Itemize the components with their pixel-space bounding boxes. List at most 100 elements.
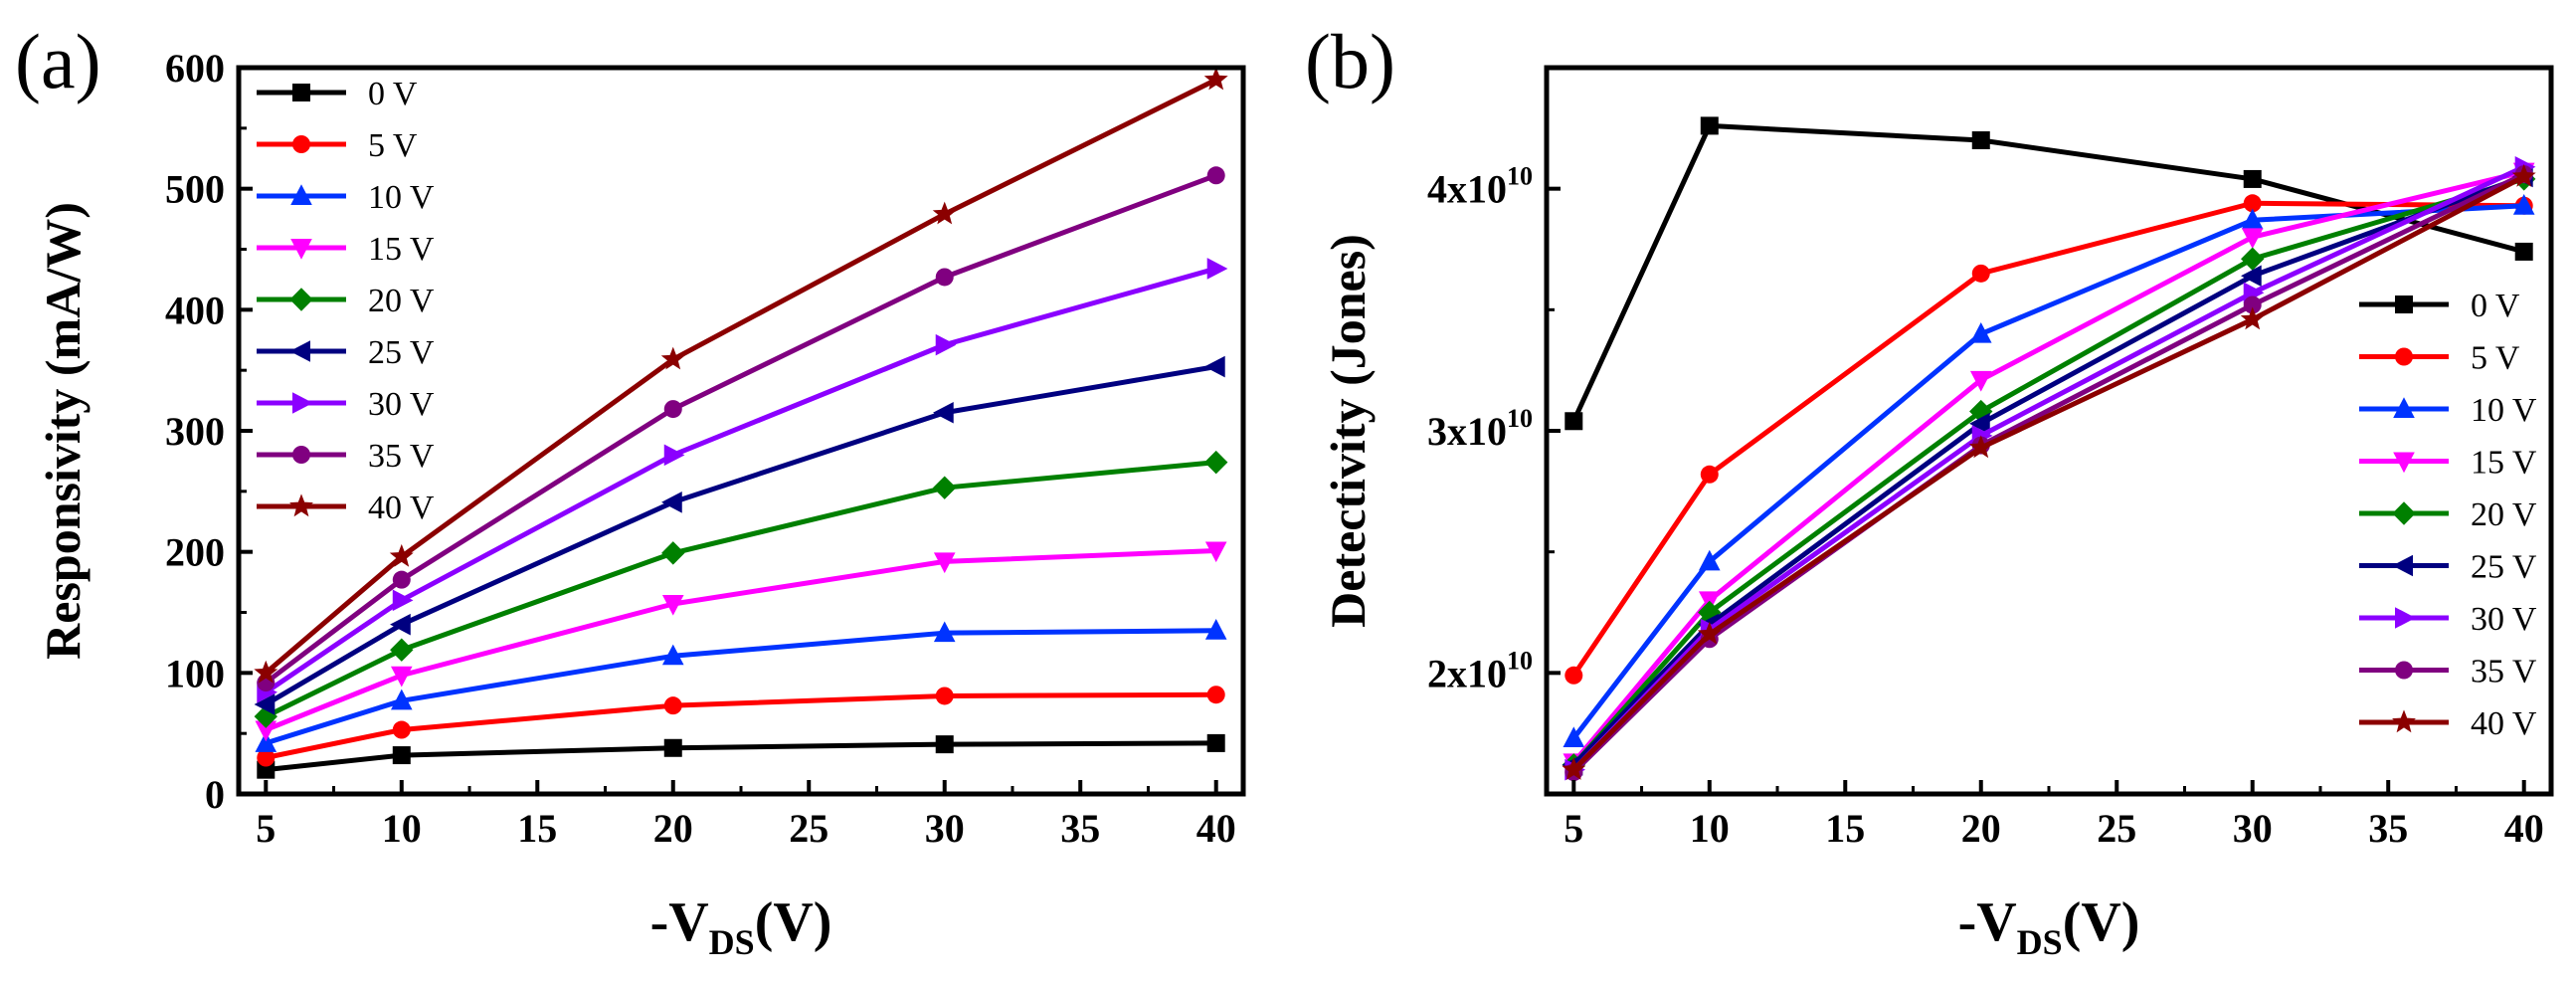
legend-item: 40 V (2359, 705, 2537, 742)
data-point (661, 491, 682, 513)
legend-item: 35 V (257, 438, 435, 475)
y-tick-label: 600 (165, 46, 225, 91)
data-point (2241, 265, 2262, 288)
legend-marker (292, 446, 310, 464)
data-point (1700, 116, 1719, 135)
legend-label: 20 V (368, 283, 435, 319)
x-tick-label: 25 (2097, 806, 2136, 851)
legend-label: 35 V (368, 438, 435, 475)
legend-marker (2395, 661, 2413, 680)
data-point (392, 589, 414, 612)
data-point (390, 638, 414, 662)
data-point (392, 720, 411, 739)
data-point (1969, 399, 1993, 424)
data-point (1697, 621, 1722, 645)
legend-label: 20 V (2471, 496, 2537, 533)
legend-marker (2392, 709, 2416, 733)
plot-frame (1544, 65, 2554, 797)
x-tick-label: 5 (256, 806, 276, 851)
series-line (1571, 122, 2525, 423)
legend: 0 V 5 V 10 V 15 V 20 V 25 V 30 V 35 V 40 V (2359, 288, 2537, 742)
data-point (1971, 131, 1990, 149)
x-tick-label: 15 (1825, 806, 1865, 851)
legend-item: 10 V (2359, 392, 2537, 429)
x-tick-label: 35 (1060, 806, 1100, 851)
data-point (933, 401, 954, 424)
data-point (1968, 435, 1993, 459)
legend-marker (292, 392, 313, 414)
legend-item: 0 V (257, 76, 418, 112)
legend-item: 20 V (2359, 496, 2537, 533)
y-axis-label: Responsivity (mA/W) (35, 202, 91, 660)
data-point (390, 666, 413, 688)
legend-label: 10 V (2471, 392, 2537, 429)
legend-marker (292, 84, 310, 101)
x-axis-label-sub: DS (2017, 922, 2063, 962)
data-point (1969, 321, 1992, 343)
data-point (660, 346, 685, 370)
x-tick-label: 40 (2504, 806, 2544, 851)
legend-marker (2395, 347, 2413, 366)
data-point (1564, 412, 1583, 431)
panel-label-a: (a) (15, 18, 101, 104)
x-axis-label: -VDS(V) (650, 891, 832, 962)
legend-item: 30 V (2359, 601, 2537, 638)
y-axis-label: Detectivity (Jones) (1320, 234, 1376, 628)
legend-marker (2392, 501, 2416, 525)
x-axis-label-unit: (V) (755, 891, 832, 953)
data-point (1700, 465, 1719, 484)
series-20v (254, 450, 1228, 728)
data-point (1203, 67, 1228, 91)
data-point (2241, 247, 2265, 271)
data-point (254, 704, 277, 728)
y-tick-label: 300 (165, 409, 225, 454)
data-point (257, 748, 276, 767)
x-tick-label: 20 (1961, 806, 2001, 851)
data-point (935, 687, 954, 705)
y-tick-label: 2x1010 (1427, 646, 1533, 695)
legend-label: 30 V (368, 386, 435, 423)
data-point (661, 541, 685, 565)
series-0v (1564, 116, 2533, 431)
legend-item: 20 V (257, 283, 435, 319)
data-point (933, 621, 956, 643)
data-point (1971, 264, 1990, 283)
legend: 0 V 5 V 10 V 15 V 20 V 25 V 30 V 35 V 40 V (257, 76, 435, 526)
data-point (392, 570, 411, 589)
data-point (663, 738, 682, 757)
legend-label: 10 V (368, 179, 435, 216)
data-point (933, 552, 956, 574)
series-30v (257, 258, 1228, 703)
data-point (1563, 726, 1585, 748)
x-axis-label: -VDS(V) (1958, 891, 2140, 962)
data-point (390, 613, 411, 636)
data-point (933, 476, 957, 499)
data-point (661, 594, 684, 616)
data-point (1204, 541, 1227, 563)
x-tick-label: 25 (789, 806, 828, 851)
legend-label: 15 V (368, 231, 435, 268)
series-10v (255, 619, 1227, 752)
x-tick-label: 35 (2368, 806, 2408, 851)
data-point (663, 696, 682, 715)
x-tick-label: 10 (382, 806, 422, 851)
legend-item: 25 V (257, 334, 435, 371)
data-point (1206, 733, 1225, 752)
data-point (390, 689, 413, 710)
data-point (935, 333, 957, 356)
x-axis-label-main: -V (650, 891, 709, 953)
data-point (1562, 757, 1586, 780)
data-point (661, 644, 684, 666)
legend-label: 25 V (2471, 549, 2537, 586)
y-tick-label: 0 (205, 772, 225, 817)
legend-marker (2395, 296, 2413, 313)
data-point (1206, 258, 1228, 280)
data-point (255, 731, 277, 752)
legend-item: 25 V (2359, 549, 2537, 586)
series-40v (254, 67, 1228, 684)
x-tick-label: 30 (925, 806, 965, 851)
legend-item: 30 V (257, 386, 435, 423)
detectivity-chart: 5 10 15 20 25 30 35 40 2x1010 3x1010 4x1010 Detect… (1320, 65, 2554, 962)
